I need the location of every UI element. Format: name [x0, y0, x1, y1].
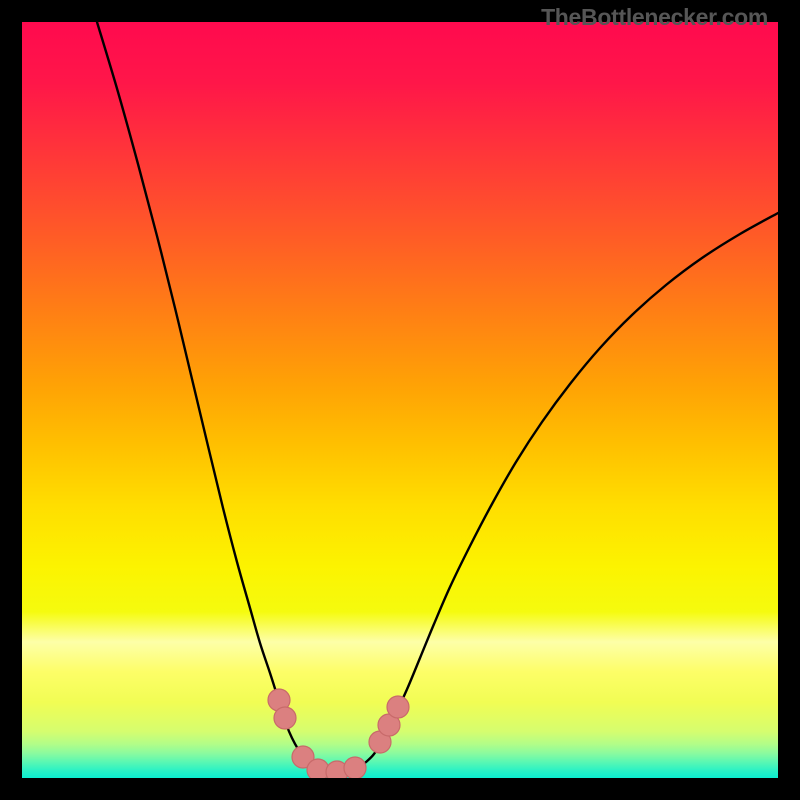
watermark-text: TheBottlenecker.com [541, 4, 768, 31]
data-marker [387, 696, 409, 718]
plot-area [22, 22, 778, 778]
data-marker [344, 757, 366, 778]
data-marker [307, 759, 329, 778]
chart-svg [22, 22, 778, 778]
gradient-background [22, 22, 778, 778]
data-marker [274, 707, 296, 729]
